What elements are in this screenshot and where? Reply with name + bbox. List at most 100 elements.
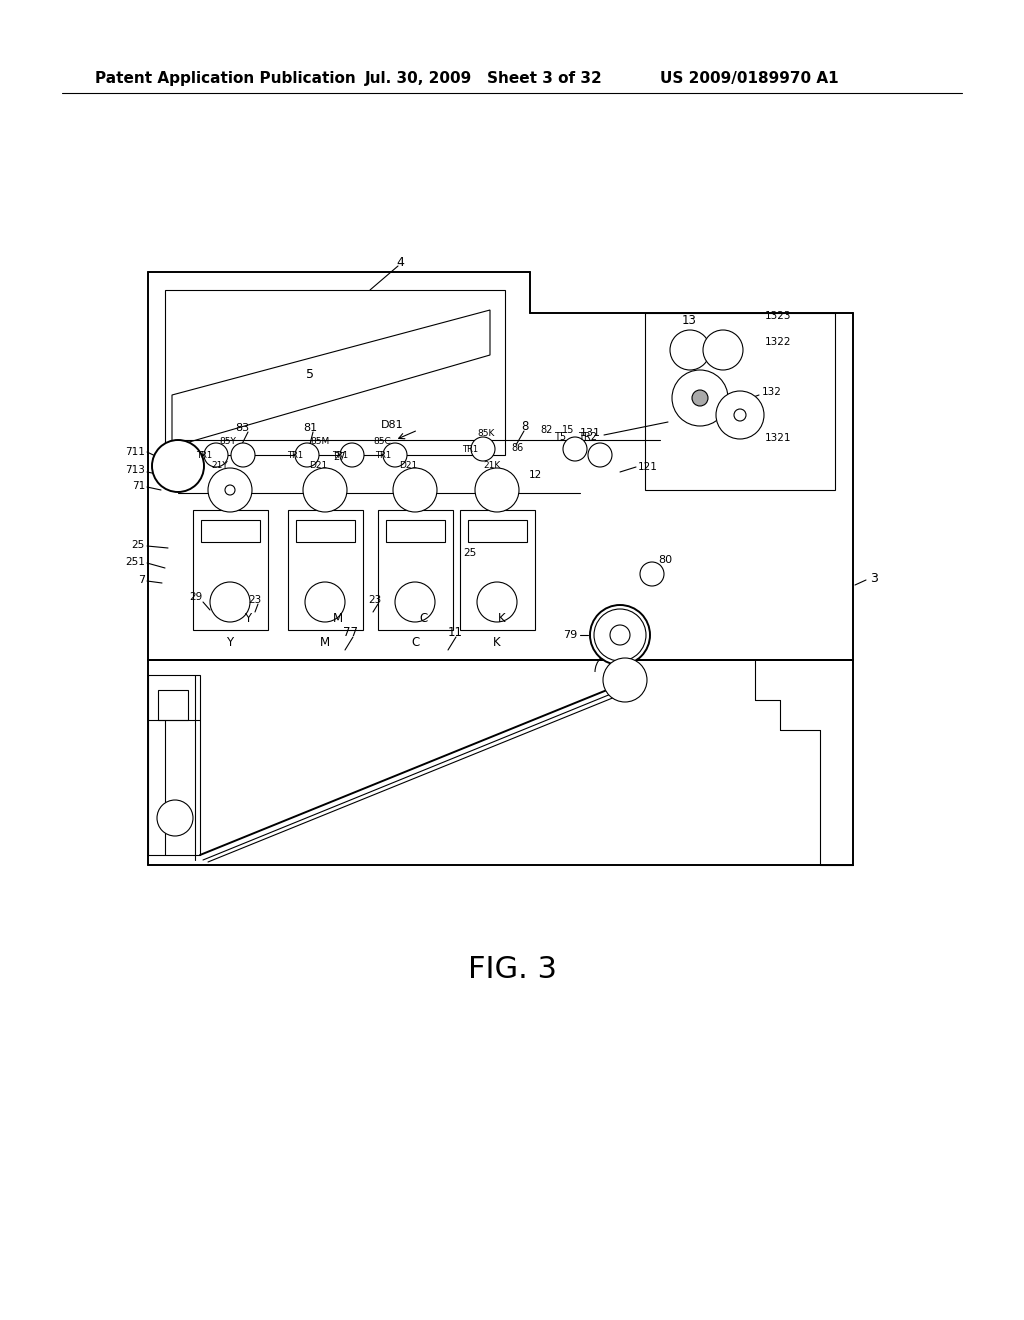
Text: 86: 86	[512, 444, 524, 453]
Text: D21: D21	[399, 461, 417, 470]
Text: 21Y: 21Y	[212, 461, 228, 470]
Text: 80: 80	[658, 554, 672, 565]
Text: 1322: 1322	[765, 337, 792, 347]
Text: 82: 82	[541, 425, 553, 436]
Bar	[148, 675, 200, 855]
Text: 4: 4	[396, 256, 403, 268]
Circle shape	[157, 800, 193, 836]
Text: 85K: 85K	[477, 429, 495, 438]
Circle shape	[716, 391, 764, 440]
Circle shape	[563, 437, 587, 461]
Bar	[460, 510, 535, 630]
Circle shape	[475, 469, 519, 512]
Text: 25: 25	[464, 548, 476, 558]
Circle shape	[670, 330, 710, 370]
Text: 713: 713	[125, 465, 145, 475]
Text: 12: 12	[528, 470, 542, 480]
Text: Patent Application Publication: Patent Application Publication	[95, 70, 355, 86]
Text: 85Y: 85Y	[219, 437, 237, 446]
Bar	[468, 520, 527, 543]
Text: 1323: 1323	[765, 312, 792, 321]
Text: 13: 13	[682, 314, 697, 326]
Text: Jul. 30, 2009   Sheet 3 of 32: Jul. 30, 2009 Sheet 3 of 32	[365, 70, 603, 86]
Circle shape	[395, 582, 435, 622]
Circle shape	[305, 582, 345, 622]
Text: Y: Y	[226, 635, 233, 648]
Circle shape	[340, 444, 364, 467]
Text: 711: 711	[125, 447, 145, 457]
Text: US 2009/0189970 A1: US 2009/0189970 A1	[660, 70, 839, 86]
Text: 11: 11	[447, 626, 463, 639]
Text: 251: 251	[125, 557, 145, 568]
Text: 131: 131	[580, 428, 600, 438]
Text: 5: 5	[306, 368, 314, 381]
Text: TR1: TR1	[462, 445, 478, 454]
Text: 121: 121	[638, 462, 657, 473]
Bar	[158, 690, 188, 719]
Text: 23: 23	[249, 595, 261, 605]
Text: 1321: 1321	[765, 433, 792, 444]
Circle shape	[208, 469, 252, 512]
Text: D81: D81	[381, 420, 403, 430]
Text: TR1: TR1	[332, 450, 348, 459]
Circle shape	[204, 444, 228, 467]
Bar	[288, 510, 362, 630]
Circle shape	[383, 444, 407, 467]
Text: 85C: 85C	[373, 437, 391, 446]
Text: 85M: 85M	[310, 437, 330, 446]
Text: T5: T5	[554, 432, 566, 442]
Circle shape	[471, 437, 495, 461]
Bar	[386, 520, 445, 543]
Text: 8: 8	[521, 421, 528, 433]
Circle shape	[231, 444, 255, 467]
Text: D21: D21	[309, 461, 327, 470]
Text: Y: Y	[245, 611, 252, 624]
Circle shape	[590, 605, 650, 665]
Text: C: C	[419, 611, 427, 624]
Circle shape	[225, 484, 234, 495]
Text: 79: 79	[563, 630, 577, 640]
Text: 23: 23	[369, 595, 382, 605]
Text: 83: 83	[234, 422, 249, 433]
Circle shape	[210, 582, 250, 622]
Text: FIG. 3: FIG. 3	[468, 956, 556, 985]
Text: 81: 81	[303, 422, 317, 433]
Circle shape	[303, 469, 347, 512]
Text: 27: 27	[334, 451, 346, 462]
Circle shape	[295, 444, 319, 467]
Circle shape	[152, 440, 204, 492]
Bar	[645, 313, 835, 490]
Text: TR1: TR1	[196, 450, 212, 459]
Text: TR1: TR1	[375, 450, 391, 459]
Text: M: M	[319, 635, 330, 648]
Circle shape	[588, 444, 612, 467]
Text: 25: 25	[132, 540, 145, 550]
Text: 77: 77	[342, 626, 357, 639]
Bar	[165, 290, 505, 455]
Circle shape	[640, 562, 664, 586]
Text: 3: 3	[870, 572, 878, 585]
Text: TR2: TR2	[579, 432, 597, 442]
Text: K: K	[494, 635, 501, 648]
Circle shape	[734, 409, 746, 421]
Circle shape	[393, 469, 437, 512]
Circle shape	[672, 370, 728, 426]
Text: 29: 29	[189, 591, 203, 602]
Text: K: K	[499, 611, 506, 624]
Bar	[296, 520, 355, 543]
Text: M: M	[333, 611, 343, 624]
Text: 132: 132	[762, 387, 782, 397]
Circle shape	[610, 624, 630, 645]
Bar	[201, 520, 260, 543]
Text: 71: 71	[132, 480, 145, 491]
Text: 21K: 21K	[483, 461, 501, 470]
Text: TR1: TR1	[287, 450, 303, 459]
Text: C: C	[411, 635, 419, 648]
Text: 7: 7	[138, 576, 145, 585]
Circle shape	[703, 330, 743, 370]
Text: 15: 15	[562, 425, 574, 436]
Circle shape	[692, 389, 708, 407]
Bar	[193, 510, 268, 630]
Circle shape	[603, 657, 647, 702]
Bar	[378, 510, 453, 630]
